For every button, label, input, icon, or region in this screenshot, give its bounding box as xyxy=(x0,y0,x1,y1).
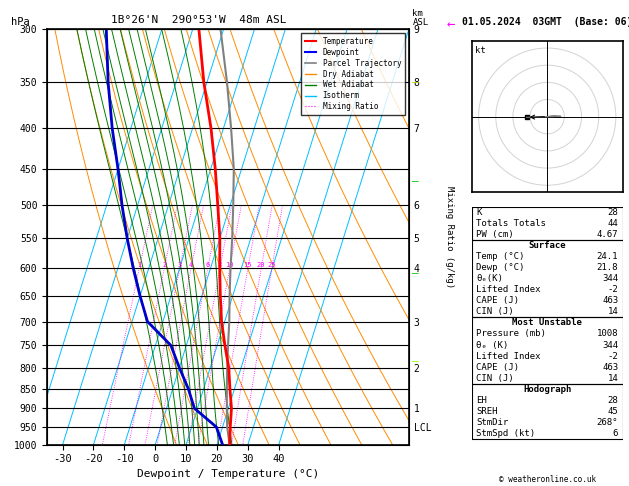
Text: CAPE (J): CAPE (J) xyxy=(476,363,520,372)
Text: Totals Totals: Totals Totals xyxy=(476,219,546,227)
Text: hPa: hPa xyxy=(11,17,30,27)
Text: 1B°26'N  290°53'W  48m ASL: 1B°26'N 290°53'W 48m ASL xyxy=(111,15,287,25)
Text: —: — xyxy=(412,269,419,278)
Text: -2: -2 xyxy=(608,351,618,361)
Text: θₑ(K): θₑ(K) xyxy=(476,274,503,283)
Text: 344: 344 xyxy=(602,274,618,283)
Text: 4: 4 xyxy=(189,262,193,268)
Text: © weatheronline.co.uk: © weatheronline.co.uk xyxy=(499,474,596,484)
Text: 2: 2 xyxy=(162,262,167,268)
Text: Lifted Index: Lifted Index xyxy=(476,285,541,294)
Text: StmSpd (kt): StmSpd (kt) xyxy=(476,429,535,438)
Text: SREH: SREH xyxy=(476,407,498,416)
Text: Temp (°C): Temp (°C) xyxy=(476,252,525,261)
Text: Pressure (mb): Pressure (mb) xyxy=(476,330,546,338)
Text: 344: 344 xyxy=(602,341,618,349)
Text: 21.8: 21.8 xyxy=(597,263,618,272)
Text: 20: 20 xyxy=(257,262,265,268)
Text: 463: 463 xyxy=(602,296,618,305)
Text: 6: 6 xyxy=(613,429,618,438)
Text: EH: EH xyxy=(476,396,487,405)
Text: 45: 45 xyxy=(608,407,618,416)
Text: ←: ← xyxy=(447,17,455,31)
Text: 6: 6 xyxy=(206,262,210,268)
Text: 24.1: 24.1 xyxy=(597,252,618,261)
Text: 25: 25 xyxy=(267,262,276,268)
Text: 01.05.2024  03GMT  (Base: 06): 01.05.2024 03GMT (Base: 06) xyxy=(462,17,629,27)
Text: StmDir: StmDir xyxy=(476,418,508,427)
Text: —: — xyxy=(412,356,419,366)
Text: 3: 3 xyxy=(177,262,182,268)
Text: θₑ (K): θₑ (K) xyxy=(476,341,508,349)
Text: 268°: 268° xyxy=(597,418,618,427)
Text: 44: 44 xyxy=(608,219,618,227)
Text: 1: 1 xyxy=(137,262,142,268)
Text: 463: 463 xyxy=(602,363,618,372)
Text: CAPE (J): CAPE (J) xyxy=(476,296,520,305)
Text: 14: 14 xyxy=(608,307,618,316)
Text: Dewp (°C): Dewp (°C) xyxy=(476,263,525,272)
Text: 28: 28 xyxy=(608,208,618,217)
Legend: Temperature, Dewpoint, Parcel Trajectory, Dry Adiabat, Wet Adiabat, Isotherm, Mi: Temperature, Dewpoint, Parcel Trajectory… xyxy=(301,33,405,115)
Text: km
ASL: km ASL xyxy=(413,9,428,27)
Text: 10: 10 xyxy=(225,262,234,268)
Text: kt: kt xyxy=(475,46,486,55)
Text: -2: -2 xyxy=(608,285,618,294)
Text: K: K xyxy=(476,208,482,217)
Text: Lifted Index: Lifted Index xyxy=(476,351,541,361)
Text: Surface: Surface xyxy=(528,241,566,250)
Text: Most Unstable: Most Unstable xyxy=(512,318,582,328)
Text: 1008: 1008 xyxy=(597,330,618,338)
X-axis label: Dewpoint / Temperature (°C): Dewpoint / Temperature (°C) xyxy=(137,469,319,479)
Text: 14: 14 xyxy=(608,374,618,383)
Text: —: — xyxy=(412,176,419,186)
Text: CIN (J): CIN (J) xyxy=(476,374,514,383)
Text: 4.67: 4.67 xyxy=(597,230,618,239)
Text: Hodograph: Hodograph xyxy=(523,385,571,394)
Text: 28: 28 xyxy=(608,396,618,405)
Text: 15: 15 xyxy=(243,262,252,268)
Text: —: — xyxy=(412,77,419,87)
Text: PW (cm): PW (cm) xyxy=(476,230,514,239)
Text: 8: 8 xyxy=(218,262,222,268)
Text: CIN (J): CIN (J) xyxy=(476,307,514,316)
Text: Mixing Ratio (g/kg): Mixing Ratio (g/kg) xyxy=(445,186,454,288)
